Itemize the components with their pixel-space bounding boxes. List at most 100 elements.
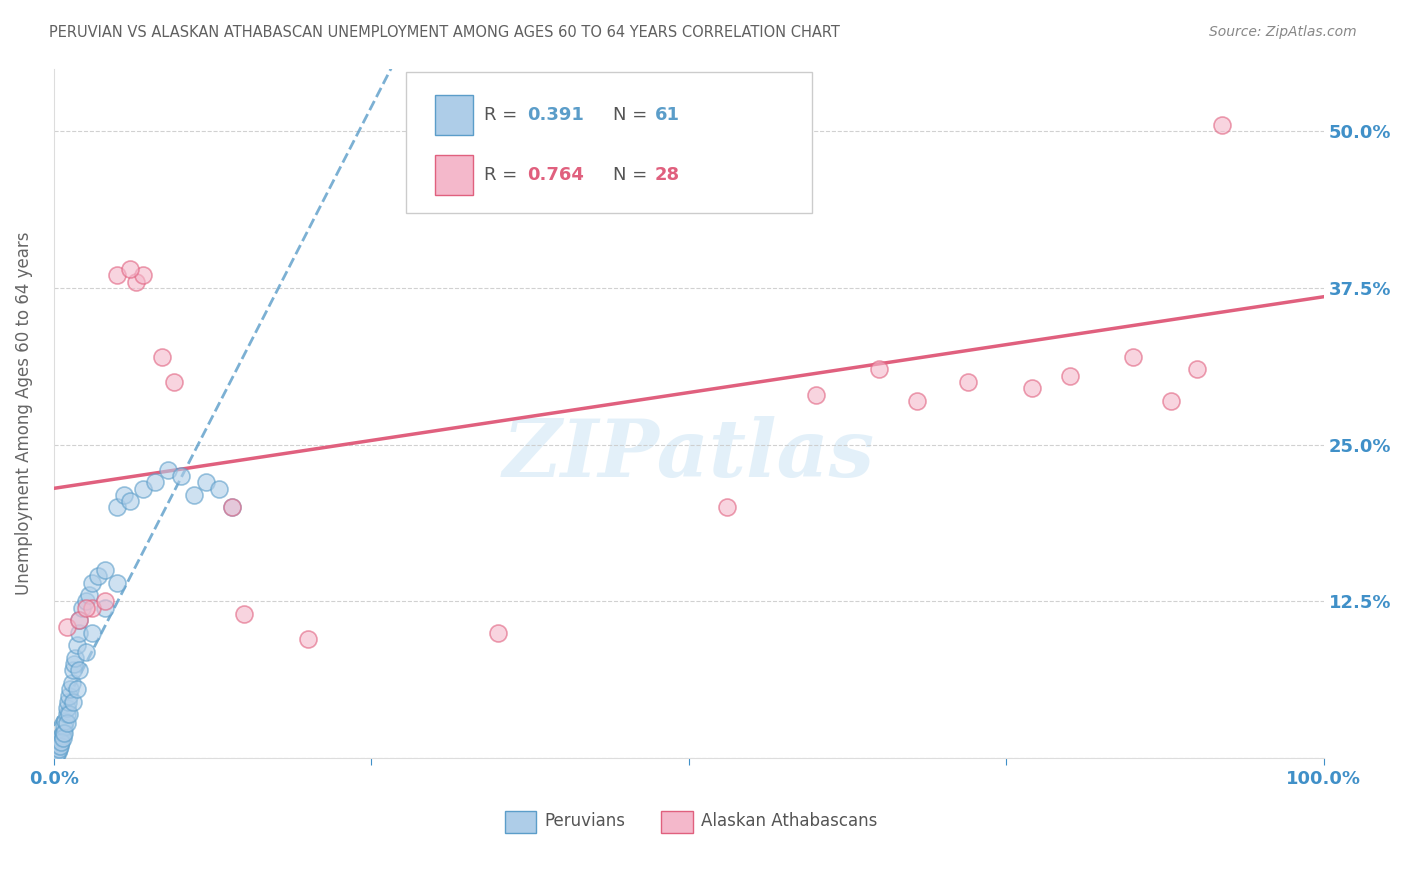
- Point: [49, 736, 72, 750]
- Point: [1021, 381, 1043, 395]
- Point: [49, 739, 72, 753]
- Point: [145, 475, 167, 490]
- Point: [67, 613, 90, 627]
- Point: [55, 716, 77, 731]
- Point: [87, 569, 110, 583]
- Point: [105, 500, 128, 515]
- Point: [105, 268, 128, 283]
- Point: [221, 500, 243, 515]
- Point: [49, 732, 72, 747]
- Point: [62, 695, 84, 709]
- Point: [48, 739, 70, 753]
- Text: Peruvians: Peruvians: [544, 812, 626, 830]
- Point: [46, 744, 69, 758]
- Point: [93, 563, 115, 577]
- Point: [55, 707, 77, 722]
- Point: [51, 735, 73, 749]
- Point: [195, 475, 218, 490]
- Point: [170, 469, 193, 483]
- Point: [67, 664, 90, 678]
- Text: N =: N =: [613, 166, 647, 184]
- Point: [46, 741, 69, 756]
- Point: [716, 500, 738, 515]
- Point: [65, 651, 87, 665]
- Text: 0.764: 0.764: [527, 166, 585, 184]
- Point: [208, 482, 231, 496]
- Point: [93, 600, 115, 615]
- Point: [79, 588, 101, 602]
- FancyBboxPatch shape: [505, 811, 536, 833]
- Point: [804, 387, 827, 401]
- Point: [93, 594, 115, 608]
- Point: [66, 638, 89, 652]
- Point: [55, 619, 77, 633]
- Point: [46, 742, 69, 756]
- Point: [53, 720, 76, 734]
- Point: [157, 463, 180, 477]
- Point: [75, 600, 97, 615]
- Point: [486, 625, 509, 640]
- Point: [46, 745, 69, 759]
- Point: [905, 393, 928, 408]
- Point: [118, 494, 141, 508]
- FancyBboxPatch shape: [434, 154, 472, 194]
- Text: R =: R =: [484, 166, 517, 184]
- Point: [59, 682, 82, 697]
- Point: [957, 375, 980, 389]
- FancyBboxPatch shape: [661, 811, 693, 833]
- Point: [132, 482, 155, 496]
- Point: [67, 625, 90, 640]
- Point: [75, 594, 97, 608]
- Point: [55, 701, 77, 715]
- Text: PERUVIAN VS ALASKAN ATHABASCAN UNEMPLOYMENT AMONG AGES 60 TO 64 YEARS CORRELATIO: PERUVIAN VS ALASKAN ATHABASCAN UNEMPLOYM…: [49, 25, 841, 40]
- Point: [45, 747, 67, 762]
- Point: [80, 575, 103, 590]
- Point: [44, 750, 66, 764]
- Text: R =: R =: [484, 106, 517, 124]
- Text: Alaskan Athabascans: Alaskan Athabascans: [702, 812, 877, 830]
- Point: [1160, 393, 1182, 408]
- Point: [297, 632, 319, 646]
- Text: 61: 61: [654, 106, 679, 124]
- Point: [1059, 368, 1081, 383]
- Point: [53, 726, 76, 740]
- Point: [132, 268, 155, 283]
- Point: [45, 746, 67, 760]
- Text: Source: ZipAtlas.com: Source: ZipAtlas.com: [1209, 25, 1357, 39]
- Point: [44, 748, 66, 763]
- Point: [62, 664, 84, 678]
- Point: [678, 124, 700, 138]
- Point: [52, 731, 75, 746]
- Text: ZIPatlas: ZIPatlas: [503, 416, 875, 493]
- Point: [112, 488, 135, 502]
- Point: [221, 500, 243, 515]
- Point: [67, 613, 90, 627]
- Point: [1122, 350, 1144, 364]
- Point: [58, 689, 80, 703]
- Point: [45, 745, 67, 759]
- Point: [51, 729, 73, 743]
- Point: [58, 707, 80, 722]
- FancyBboxPatch shape: [434, 95, 472, 136]
- Point: [53, 714, 76, 728]
- Point: [1185, 362, 1208, 376]
- Point: [868, 362, 890, 376]
- Point: [125, 275, 148, 289]
- Point: [48, 742, 70, 756]
- Point: [80, 625, 103, 640]
- Point: [80, 600, 103, 615]
- Point: [66, 682, 89, 697]
- Point: [70, 600, 93, 615]
- Point: [105, 575, 128, 590]
- Point: [75, 645, 97, 659]
- Point: [683, 118, 706, 132]
- Text: N =: N =: [613, 106, 647, 124]
- Point: [45, 747, 67, 762]
- Y-axis label: Unemployment Among Ages 60 to 64 years: Unemployment Among Ages 60 to 64 years: [15, 232, 32, 595]
- Point: [52, 726, 75, 740]
- Point: [45, 748, 67, 763]
- Point: [60, 676, 83, 690]
- Point: [63, 657, 86, 672]
- Point: [118, 262, 141, 277]
- Text: 0.391: 0.391: [527, 106, 585, 124]
